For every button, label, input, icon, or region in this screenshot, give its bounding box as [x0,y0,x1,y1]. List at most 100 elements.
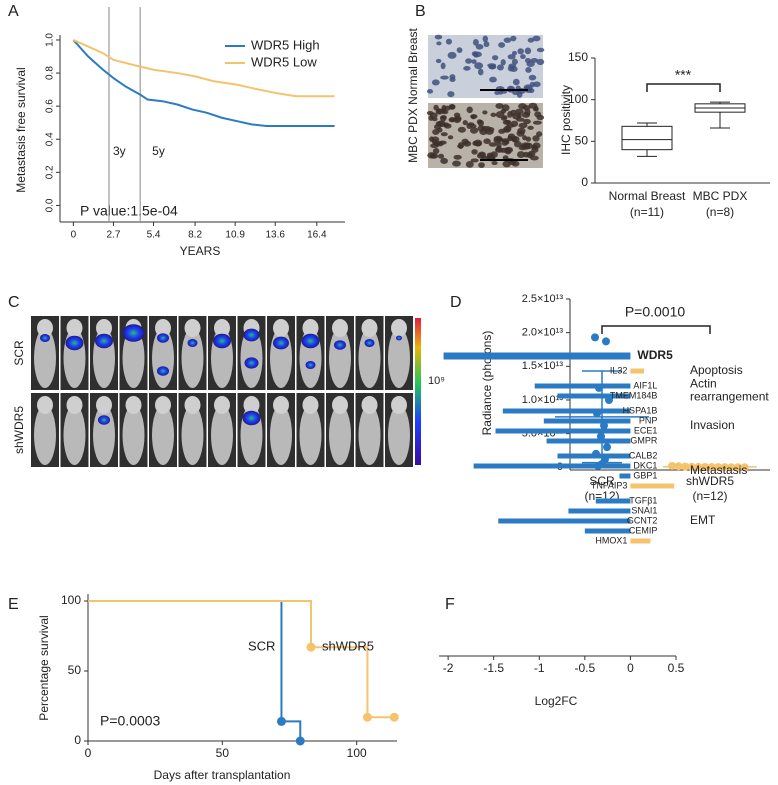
mouse [181,328,204,388]
nucleus [528,74,537,81]
y-tick-label: 150 [568,50,588,64]
nucleus [472,39,479,46]
x-tick-label: 50 [216,746,230,760]
gene-label: GMPR [630,435,658,445]
bar [630,368,645,374]
nucleus [530,58,539,63]
mouse-head [214,396,230,414]
nucleus [456,47,463,53]
mouse-head [184,396,201,414]
row-label: SCR [12,340,26,366]
nucleus [491,160,498,166]
y-tick-label: 100 [568,92,588,106]
y-tick-label: 50 [575,134,589,148]
bar [543,418,631,424]
annotation: P value:1.5e-04 [80,203,178,219]
bar [584,528,631,534]
nucleus [449,104,456,110]
mouse-head [214,319,230,337]
bar [473,463,631,469]
nucleus [432,129,440,135]
nucleus [440,132,448,137]
nucleus [470,158,479,163]
nucleus [496,64,504,71]
nucleus [503,37,512,43]
gene-label: TGFβ1 [629,495,657,505]
nucleus [523,151,529,158]
signal [122,324,145,342]
image-label: MBC PDX [406,108,420,163]
nucleus [477,68,484,76]
signal [98,415,110,425]
nucleus [447,51,457,59]
nucleus [522,135,528,141]
bar [502,408,631,414]
nucleus [434,124,441,130]
nucleus [436,41,442,46]
bar [546,438,631,444]
y-axis-label: Percentage survival [37,615,51,720]
annotation: P=0.0003 [100,713,161,729]
mouse-head [391,396,407,414]
nucleus [521,111,531,118]
nucleus [482,35,489,43]
nucleus [435,58,442,64]
y-tick-label: 1.5×10¹³ [522,360,564,372]
nucleus [466,106,473,114]
nucleus [536,131,543,137]
nucleus [532,120,542,125]
nucleus [532,35,541,42]
nucleus [463,66,471,71]
nucleus [440,115,447,122]
point [668,461,676,470]
mouse [270,405,292,465]
nucleus [495,103,504,109]
point [276,716,286,726]
mouse-head [66,396,83,414]
nucleus [470,114,476,120]
signal [243,328,260,342]
x-tick-label: 2.7 [106,230,120,241]
nucleus [453,154,462,160]
y-tick-label: 100 [61,593,81,607]
mouse [358,328,381,388]
signal [242,410,261,426]
nucleus [465,58,473,64]
nucleus [445,38,452,45]
mouse-head [96,319,112,337]
mouse [299,405,322,465]
nucleus [512,113,521,120]
nucleus [467,122,475,127]
nucleus [536,58,545,66]
panel-letter: A [8,3,19,20]
bar [557,393,631,399]
colorbar [415,318,421,465]
nucleus [490,112,497,118]
x-tick-label: 0 [71,230,77,241]
x-tick-label: 0.5 [668,661,685,675]
nucleus [457,142,464,149]
nucleus [500,59,506,66]
reference-label: 3y [113,144,126,158]
nucleus [502,155,509,161]
mouse-head [391,319,407,337]
nucleus [504,119,512,125]
x-tick-label: 16.4 [307,230,327,241]
x-tick-label: 8.2 [188,230,202,241]
nucleus [517,48,524,55]
gene-label: CEMIP [629,525,658,535]
category-note: (n=11) [630,205,664,219]
y-tick-label: 2.0×10¹³ [522,327,564,339]
mouse-head [273,319,289,337]
nucleus [500,147,509,153]
signal [305,361,316,369]
y-tick-label: 0.6 [45,99,56,113]
nucleus [440,75,449,80]
mouse [63,405,86,465]
nucleus [452,160,461,167]
nucleus [432,147,440,155]
significance-bracket [646,83,721,92]
legend-label: WDR5 Low [251,54,317,69]
bar [630,538,651,544]
point [597,432,605,441]
